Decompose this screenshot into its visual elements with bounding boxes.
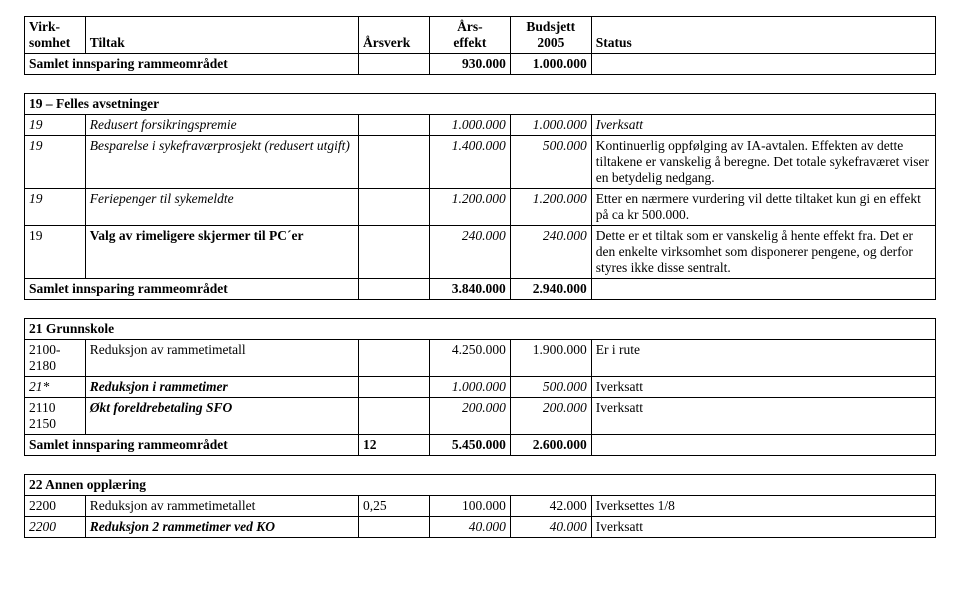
- main-table: Virk-somhet Tiltak Årsverk Års-effekt Bu…: [24, 16, 936, 75]
- sec22-title: 22 Annen opplæring: [25, 475, 936, 496]
- top-sum-bud: 1.000.000: [510, 54, 591, 75]
- top-sum-aars: 930.000: [429, 54, 510, 75]
- sec22-r1: 2200 Reduksjon av rammetimetallet 0,25 1…: [25, 496, 936, 517]
- sec19-r1: 19 Redusert forsikringspremie 1.000.000 …: [25, 115, 936, 136]
- sec19-sum: Samlet innsparing rammeområdet 3.840.000…: [25, 279, 936, 300]
- sec21-sum: Samlet innsparing rammeområdet 12 5.450.…: [25, 435, 936, 456]
- sec21-r1: 2100-2180 Reduksjon av rammetimetall 4.2…: [25, 340, 936, 377]
- h-arsverk: Årsverk: [359, 17, 430, 54]
- sec22-table: 22 Annen opplæring 2200 Reduksjon av ram…: [24, 474, 936, 538]
- sec21-r2: 21* Reduksjon i rammetimer 1.000.000 500…: [25, 377, 936, 398]
- top-sum-row: Samlet innsparing rammeområdet 930.000 1…: [25, 54, 936, 75]
- h-virksomhet: Virk-somhet: [25, 17, 86, 54]
- h-status: Status: [591, 17, 935, 54]
- sec21-table: 21 Grunnskole 2100-2180 Reduksjon av ram…: [24, 318, 936, 456]
- h-arseffekt: Års-effekt: [429, 17, 510, 54]
- h-tiltak: Tiltak: [85, 17, 358, 54]
- sec22-r2: 2200 Reduksjon 2 rammetimer ved KO 40.00…: [25, 517, 936, 538]
- sec19-table: 19 – Felles avsetninger 19 Redusert fors…: [24, 93, 936, 300]
- sec21-r3: 2110 2150 Økt foreldrebetaling SFO 200.0…: [25, 398, 936, 435]
- sec19-r2: 19 Besparelse i sykefraværprosjekt (redu…: [25, 136, 936, 189]
- sec21-title: 21 Grunnskole: [25, 319, 936, 340]
- top-sum-label: Samlet innsparing rammeområdet: [25, 54, 359, 75]
- sec19-r4: 19 Valg av rimeligere skjermer til PC´er…: [25, 226, 936, 279]
- header-row: Virk-somhet Tiltak Årsverk Års-effekt Bu…: [25, 17, 936, 54]
- sec19-title: 19 – Felles avsetninger: [25, 94, 936, 115]
- h-budsjett: Budsjett2005: [510, 17, 591, 54]
- sec19-r3: 19 Feriepenger til sykemeldte 1.200.000 …: [25, 189, 936, 226]
